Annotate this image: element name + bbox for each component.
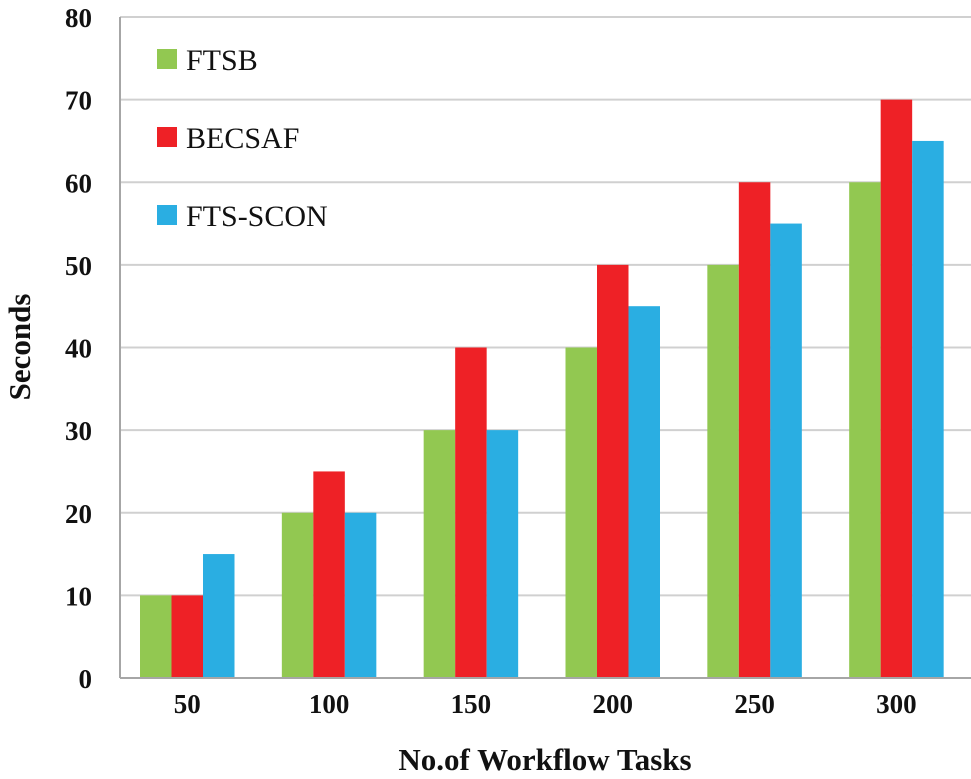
bar-fts-scon-150 (486, 430, 519, 678)
bar-fts-scon-100 (344, 512, 377, 678)
x-tick-label: 250 (734, 689, 775, 719)
legend-label: FTSB (186, 44, 258, 77)
gridlines (120, 16, 971, 597)
y-tick-label: 40 (65, 334, 92, 364)
y-axis-title: Seconds (2, 294, 37, 401)
bar-ftsb-200 (565, 347, 597, 678)
bar-becsaf-250 (738, 182, 771, 678)
bar-ftsb-250 (707, 264, 739, 678)
x-tick-label: 200 (593, 689, 634, 719)
bar-fts-scon-200 (628, 306, 660, 678)
legend: FTSB BECSAF FTS-SCON (157, 44, 328, 233)
y-tick-label: 0 (79, 664, 93, 694)
bar-becsaf-50 (171, 595, 203, 678)
y-tick-label: 60 (65, 168, 92, 198)
bar-fts-scon-250 (770, 223, 802, 678)
y-tick-label: 30 (65, 416, 92, 446)
bar-becsaf-150 (455, 347, 487, 678)
bar-ftsb-300 (849, 182, 881, 678)
legend-label: BECSAF (186, 122, 299, 155)
y-axis-ticks: 0 10 20 30 40 50 60 70 80 (65, 3, 92, 694)
bar-becsaf-200 (597, 264, 629, 678)
x-tick-label: 150 (451, 689, 492, 719)
y-tick-label: 80 (65, 3, 92, 33)
x-tick-label: 50 (174, 689, 201, 719)
bar-ftsb-50 (140, 595, 172, 678)
legend-label: FTS-SCON (186, 200, 328, 233)
y-tick-label: 10 (65, 581, 92, 611)
x-tick-label: 300 (876, 689, 917, 719)
bars (140, 99, 944, 678)
bar-ftsb-100 (281, 512, 314, 678)
legend-swatch (157, 127, 177, 147)
bar-fts-scon-50 (203, 554, 235, 678)
bar-becsaf-300 (880, 99, 913, 678)
x-axis-title: No.of Workflow Tasks (398, 742, 691, 777)
y-tick-label: 70 (65, 86, 92, 116)
x-tick-label: 100 (309, 689, 350, 719)
y-tick-label: 20 (65, 499, 92, 529)
bar-fts-scon-300 (912, 140, 944, 678)
bar-ftsb-150 (423, 430, 456, 678)
legend-swatch (157, 49, 177, 69)
y-tick-label: 50 (65, 251, 92, 281)
x-axis-ticks: 50 100 150 200 250 300 (174, 689, 917, 719)
legend-swatch (157, 205, 177, 225)
bar-becsaf-100 (313, 471, 345, 678)
